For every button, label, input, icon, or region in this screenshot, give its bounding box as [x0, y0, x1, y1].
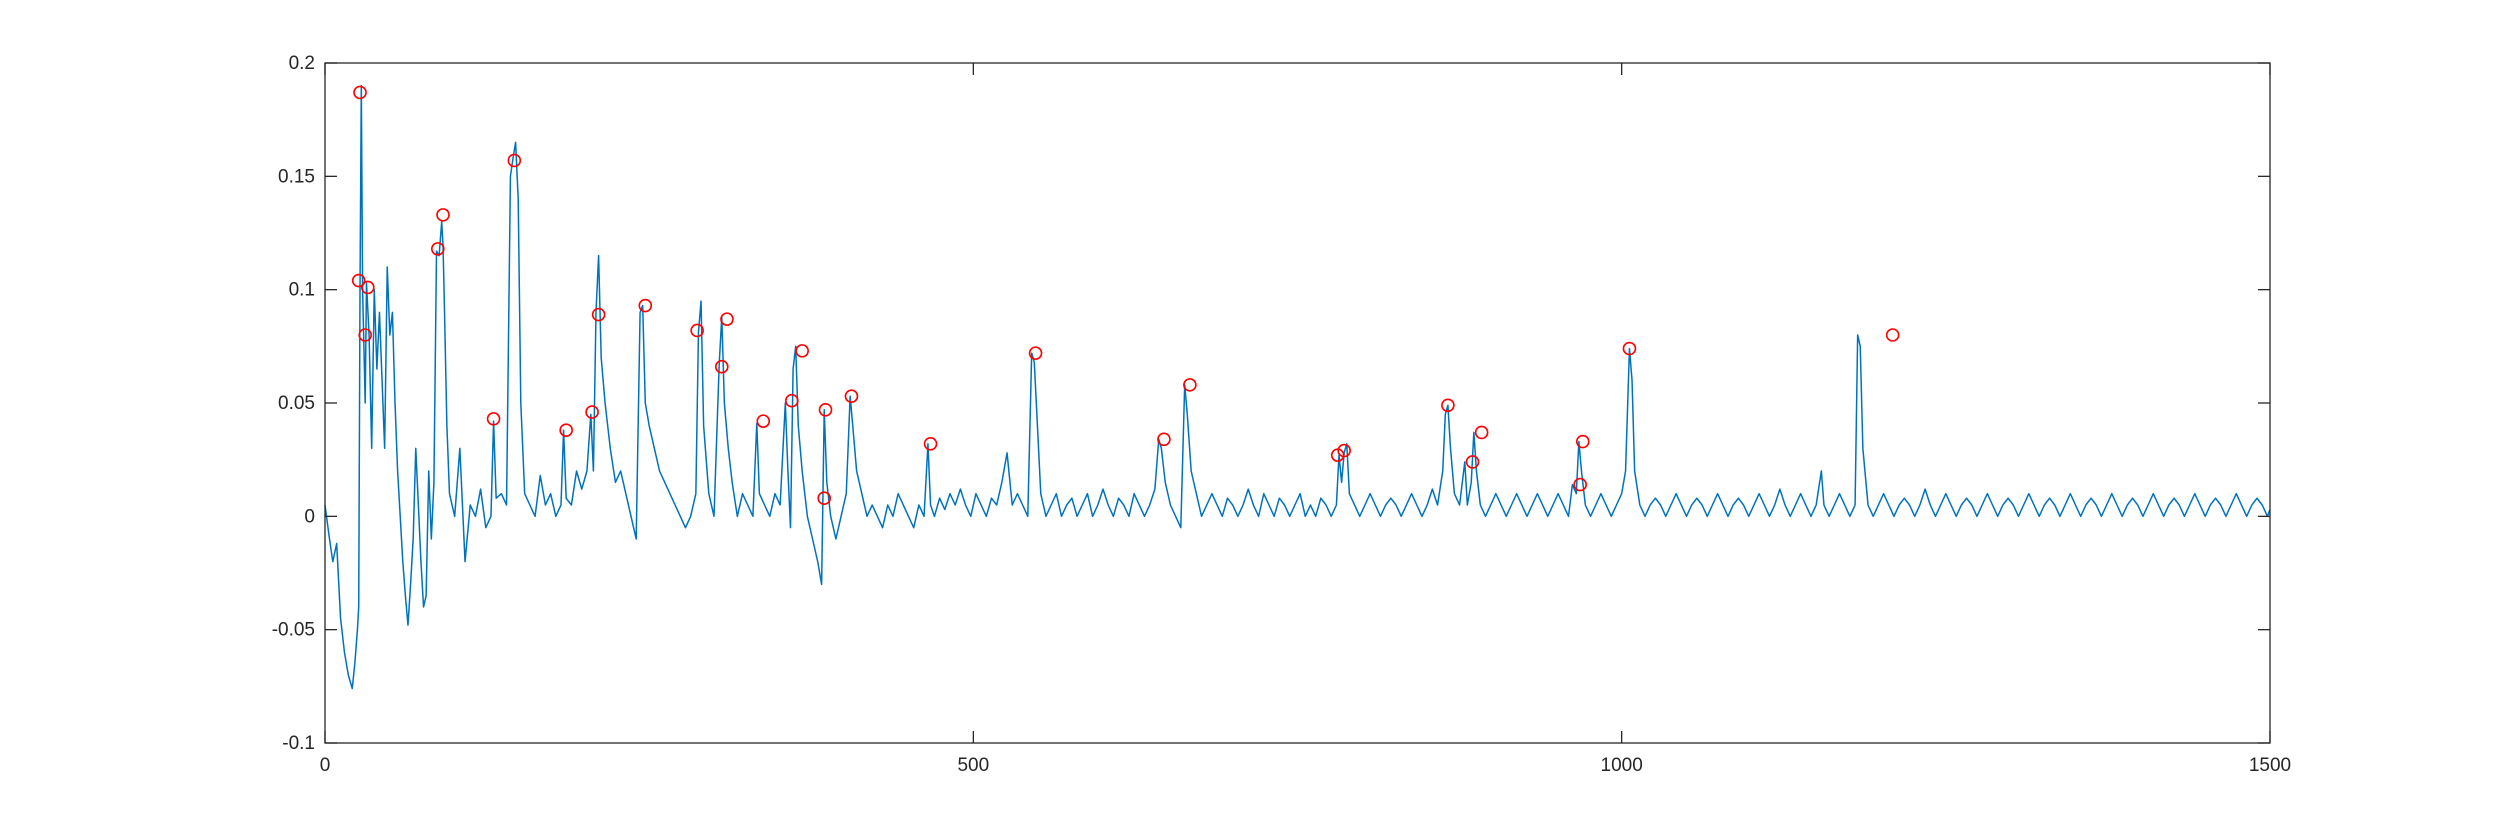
peak-marker [720, 312, 734, 326]
axis-ticks: 0 500 1000 1500 -0.1 -0.05 0 0.05 0.1 0.15 0.2 [272, 53, 2291, 776]
peak-marker [436, 208, 450, 222]
peak-marker [1465, 455, 1480, 469]
peak-marker [1622, 341, 1637, 356]
y-tick-label: -0.05 [272, 620, 315, 641]
y-tick-label: 0.15 [278, 166, 315, 187]
peak-marker [351, 273, 366, 288]
peak-marker [1157, 432, 1171, 447]
peak-marker [360, 280, 375, 295]
y-tick-label: 0.2 [289, 53, 315, 74]
plot-background [325, 63, 2270, 743]
peak-marker [559, 423, 573, 438]
peak-marker [591, 307, 606, 322]
peak-marker [1337, 443, 1351, 458]
peak-marker [818, 402, 833, 417]
peak-marker [486, 412, 501, 426]
peak-marker [1885, 328, 1900, 342]
x-tick-label: 1500 [2249, 755, 2291, 776]
x-tick-label: 500 [957, 755, 989, 776]
y-tick-label: 0.1 [289, 280, 315, 301]
peak-marker [1573, 477, 1587, 492]
x-tick-label: 0 [320, 755, 331, 776]
peak-marker [431, 242, 445, 256]
y-tick-label: 0 [304, 506, 315, 527]
peak-marker [844, 389, 859, 404]
peak-marker [714, 359, 729, 374]
peak-marker [358, 328, 373, 342]
peak-marker [585, 405, 599, 419]
peak-marker [795, 344, 809, 358]
peak-marker [1183, 378, 1197, 392]
peak-marker [1575, 434, 1590, 449]
peak-marker [353, 85, 367, 100]
peak-marker [690, 323, 704, 338]
y-tick-label: 0.05 [278, 393, 315, 414]
signal-series [324, 84, 2271, 690]
peak-marker [784, 393, 799, 408]
peak-marker [817, 491, 832, 506]
series-line-0 [324, 84, 2271, 690]
peak-markers [351, 85, 1900, 506]
x-tick-label: 1000 [1601, 755, 1643, 776]
peak-marker [1474, 425, 1489, 440]
peak-marker [923, 436, 938, 451]
y-tick-label: -0.1 [282, 733, 315, 754]
peak-marker [1028, 346, 1043, 360]
peak-marker [756, 414, 771, 428]
peak-marker [638, 298, 653, 313]
peak-marker [1441, 398, 1455, 413]
peak-marker [507, 153, 522, 168]
